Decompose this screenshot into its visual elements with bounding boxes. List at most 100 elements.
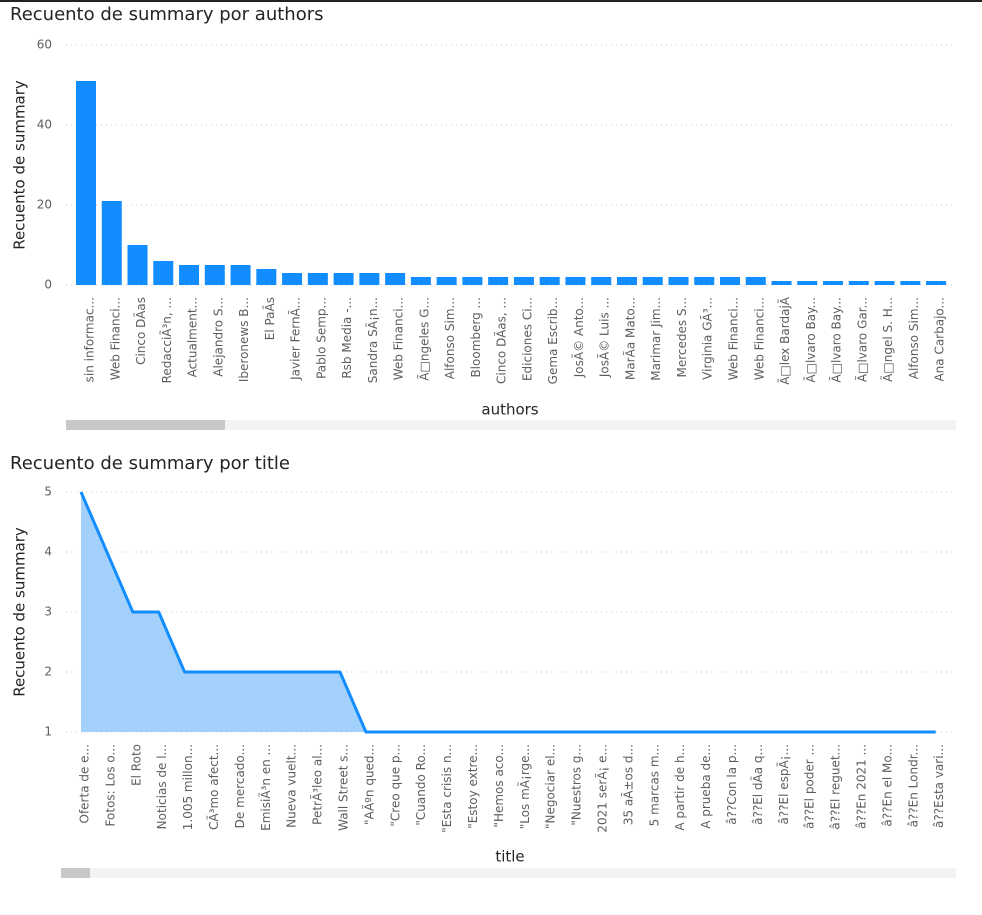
bar (488, 277, 509, 285)
y-tick-label: 60 (37, 38, 52, 52)
x-tick-label: 35 aÃ±os d... (620, 744, 635, 825)
x-tick-label: CÃ³mo afect... (206, 744, 221, 830)
bar (668, 277, 689, 285)
bar (848, 281, 869, 285)
x-tick-label: Cinco DÃas (133, 297, 148, 365)
scroll-track[interactable] (66, 420, 956, 430)
scroll-track[interactable] (61, 868, 956, 878)
bar (359, 273, 380, 285)
x-tick-label: Ã□lvaro Bay... (803, 297, 818, 383)
bar (874, 281, 895, 285)
chart-title: Recuento de summary por authors (10, 4, 324, 25)
x-tick-label: Marimar Jim... (649, 297, 663, 381)
area (81, 492, 936, 732)
bar (204, 265, 225, 285)
y-tick-label: 4 (44, 545, 52, 559)
x-tick-label: Alejandro S... (211, 297, 225, 377)
y-tick-label: 40 (37, 118, 52, 132)
x-tick-label: RedacciÃ³n, ... (159, 297, 174, 383)
x-tick-label: Ã□ngeles G... (416, 297, 431, 381)
x-axis-title: title (495, 848, 524, 866)
x-tick-label: Iberonews B... (237, 297, 251, 382)
y-axis-title: Recuento de summary (11, 527, 29, 697)
bar (513, 277, 534, 285)
bar (745, 277, 766, 285)
bar (694, 277, 715, 285)
bar (539, 277, 560, 285)
bar (230, 265, 251, 285)
y-tick-label: 1 (44, 725, 52, 739)
x-tick-label: MarÃa Mato... (622, 297, 637, 380)
x-tick-label: "Cuando Ro... (414, 744, 428, 826)
x-tick-label: EmisiÃ³n en ... (258, 744, 273, 831)
x-tick-label: "Los mÃ¡rge... (517, 744, 532, 829)
line (79, 491, 936, 734)
x-tick-label: Web Financi... (752, 297, 766, 380)
x-tick-label: El Roto (129, 744, 143, 786)
bar (101, 201, 122, 285)
x-tick-label: Gema Escrib... (546, 297, 560, 384)
x-tick-label: JosÃ© Anto... (571, 297, 586, 378)
x-tick-label: Javier FernÃ... (288, 297, 303, 381)
x-tick-label: sin informac... (83, 297, 97, 382)
bar (127, 245, 148, 285)
x-tick-label: 2021 serÃ¡ e... (595, 744, 610, 833)
x-axis-title: authors (481, 401, 538, 419)
x-tick-label: â??El espÃ¡... (776, 744, 791, 825)
x-tick-label: â??En el Mo... (880, 744, 894, 827)
scroll-thumb[interactable] (61, 868, 90, 878)
x-tick-label: Rsb Media -... (340, 297, 354, 379)
bar (153, 261, 174, 285)
x-tick-label: Bloomberg ... (469, 297, 483, 378)
x-tick-label: JosÃ© Luis ... (597, 297, 612, 378)
x-tick-label: Actualment... (186, 297, 200, 377)
chart-title: Recuento de summary por title (10, 453, 290, 474)
bar (900, 281, 921, 285)
x-tick-label: Ã□lvaro Gar... (854, 297, 869, 382)
x-tick-label: Fotos: Los o... (103, 744, 117, 826)
bar (771, 281, 792, 285)
x-tick-label: Web Financi... (108, 297, 122, 380)
bar (797, 281, 818, 285)
x-tick-label: â??El dÃa q... (750, 744, 765, 825)
bar (823, 281, 844, 285)
x-tick-label: Ediciones Ci... (520, 297, 534, 381)
x-tick-label: "Creo que p... (388, 744, 402, 827)
x-tick-label: De mercado... (233, 744, 247, 828)
x-tick-label: "Esta crisis n... (440, 744, 454, 833)
bar (333, 273, 354, 285)
bar (565, 277, 586, 285)
x-tick-label: Sandra SÃ¡n... (365, 297, 380, 383)
x-tick-label: Ã□lvaro Bay... (829, 297, 844, 383)
x-tick-label: Virginia GÃ³... (700, 297, 715, 380)
x-tick-label: â??En Londr... (906, 744, 920, 827)
y-tick-label: 3 (44, 605, 52, 619)
bar (76, 81, 96, 285)
x-tick-label: Cinco DÃas, ... (494, 297, 509, 384)
x-tick-label: A partir de h... (673, 744, 687, 831)
x-tick-label: "Nuestros g... (570, 744, 584, 826)
bar (436, 277, 457, 285)
x-tick-label: A prueba de... (699, 744, 713, 829)
bar (591, 277, 612, 285)
y-tick-label: 2 (44, 665, 52, 679)
bar (282, 273, 303, 285)
y-tick-label: 0 (44, 278, 52, 292)
bar (642, 277, 663, 285)
scroll-thumb[interactable] (66, 420, 225, 430)
x-tick-label: El PaÃs (262, 297, 277, 340)
x-tick-label: Ana Carbajo... (933, 297, 947, 382)
x-tick-label: â??El reguet... (829, 744, 843, 830)
x-tick-label: Noticias de l... (155, 744, 169, 829)
x-tick-label: Alfonso Sim... (907, 297, 921, 379)
x-tick-label: Mercedes S... (675, 297, 689, 378)
y-tick-label: 5 (44, 485, 52, 499)
y-tick-label: 20 (37, 198, 52, 212)
x-tick-label: PetrÃ³leo al... (310, 744, 325, 825)
bar (462, 277, 483, 285)
x-tick-label: Ã□ngel S. H... (880, 297, 895, 382)
bar (616, 277, 637, 285)
x-tick-label: â??Esta vari... (932, 744, 946, 828)
bar (926, 281, 947, 285)
